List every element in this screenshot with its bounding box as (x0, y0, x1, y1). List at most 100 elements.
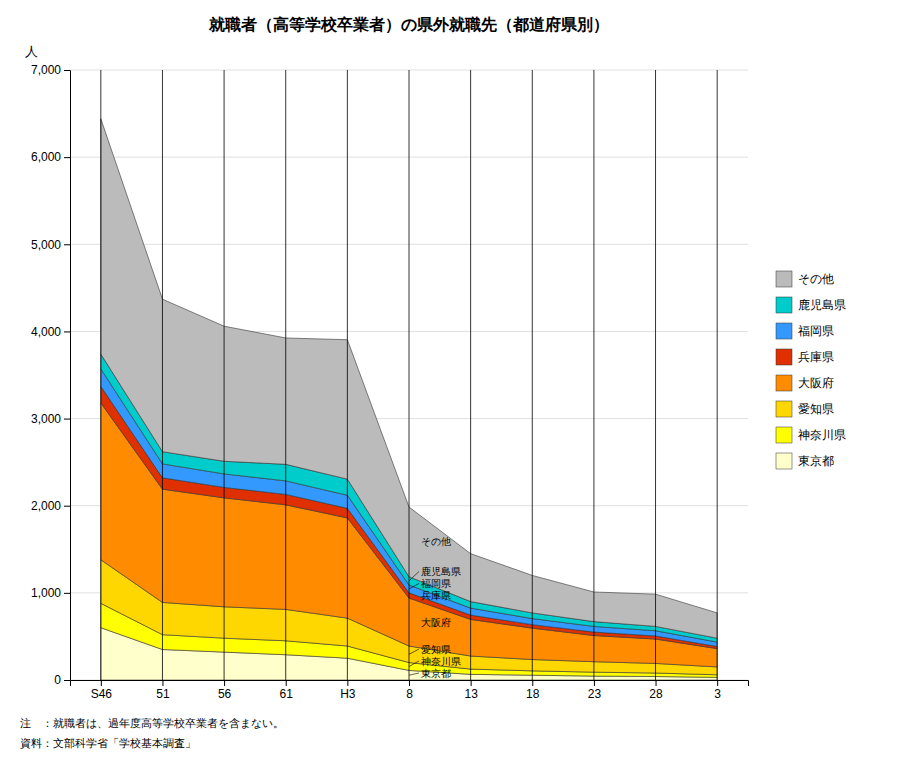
note: 注 ：就職者は、過年度高等学校卒業者を含まない。 (20, 717, 284, 730)
legend-swatch (776, 323, 792, 339)
legend-swatch (776, 297, 792, 313)
x-tick: 51 (156, 680, 170, 701)
category-rule (655, 70, 656, 680)
y-tick: 2,000 (31, 499, 70, 513)
y-tick: 0 (54, 673, 70, 687)
x-tick-mark (409, 680, 410, 686)
y-tick-label: 2,000 (31, 499, 61, 513)
annotation: 福岡県 (421, 578, 451, 589)
annotations: 東京都神奈川県愛知県 大阪府 兵庫県福岡県鹿児島県 その他 (409, 536, 461, 678)
legend-item: 神奈川県 (776, 427, 846, 443)
x-tick-mark (717, 680, 718, 686)
legend-label: その他 (798, 272, 834, 286)
y-tick: 4,000 (31, 325, 70, 339)
x-tick-mark (656, 680, 657, 686)
y-tick: 1,000 (31, 586, 70, 600)
x-tick-mark (224, 680, 225, 686)
legend-label: 鹿児島県 (798, 298, 846, 312)
x-tick-label: 23 (588, 687, 602, 701)
y-tick-mark (64, 331, 70, 332)
y-tick-mark (64, 244, 70, 245)
category-rule (717, 70, 718, 680)
legend-label: 兵庫県 (798, 350, 834, 364)
x-axis: S46 51 56 61 H3 8 13 18 23 28 3 (71, 680, 749, 701)
y-tick-label: 0 (54, 673, 61, 687)
legend-label: 福岡県 (798, 324, 834, 338)
x-tick-label: 28 (649, 687, 663, 701)
plot: S46 51 56 61 H3 8 13 18 23 28 3 0 1,000 2,000 3,000 4,0… (25, 44, 846, 701)
x-tick-label: 3 (714, 687, 721, 701)
x-tick: H3 (340, 680, 356, 701)
note: 資料：文部科学省「学校基本調査」 (20, 737, 196, 750)
x-tick: 8 (406, 680, 413, 701)
x-tick: 61 (280, 680, 294, 701)
legend-swatch (776, 271, 792, 287)
y-axis: 0 1,000 2,000 3,000 4,000 5,000 6,000 7,000 (31, 63, 71, 687)
y-tick-mark (64, 506, 70, 507)
x-tick-mark (101, 680, 102, 686)
legend: その他鹿児島県福岡県兵庫県大阪府愛知県神奈川県東京都 (776, 271, 846, 469)
x-tick-label: 8 (406, 687, 413, 701)
legend-item: 大阪府 (776, 375, 834, 391)
x-tick-label: 56 (218, 687, 232, 701)
x-tick-label: 51 (156, 687, 170, 701)
x-tick: 28 (649, 680, 663, 701)
category-rule (100, 70, 101, 680)
y-tick: 6,000 (31, 150, 70, 164)
x-tick: S46 (91, 680, 113, 701)
category-rule (224, 70, 225, 680)
annotation: 鹿児島県 (421, 566, 461, 577)
x-tick-mark (532, 680, 533, 686)
annotation-leader (409, 661, 419, 666)
annotation-leader (409, 571, 419, 580)
x-tick: 18 (526, 680, 540, 701)
legend-swatch (776, 427, 792, 443)
x-tick-mark (162, 680, 163, 686)
y-tick-mark (64, 419, 70, 420)
x-tick-label: H3 (340, 687, 356, 701)
x-tick: 56 (218, 680, 232, 701)
annotation-leader (409, 583, 419, 588)
legend-swatch (776, 453, 792, 469)
x-tick-mark (594, 680, 595, 686)
x-tick: 3 (714, 680, 721, 701)
legend-item: 兵庫県 (776, 349, 834, 365)
marks (101, 70, 717, 680)
legend-item: 鹿児島県 (776, 297, 846, 313)
legend-swatch (776, 349, 792, 365)
annotation: 神奈川県 (421, 656, 461, 667)
x-tick: 23 (588, 680, 602, 701)
annotation: 愛知県 (421, 644, 451, 655)
legend-label: 愛知県 (798, 402, 834, 416)
annotation: 兵庫県 (421, 590, 451, 601)
legend-label: 東京都 (798, 454, 834, 468)
y-tick-label: 7,000 (31, 63, 61, 77)
legend-item: 福岡県 (776, 323, 834, 339)
x-tick: 13 (464, 680, 478, 701)
title: 就職者（高等学校卒業者）の県外就職先（都道府県別） (208, 15, 609, 34)
y-tick-mark (64, 593, 70, 594)
annotation: 東京都 (421, 668, 451, 679)
y-tick-label: 3,000 (31, 412, 61, 426)
y-tick-label: 1,000 (31, 586, 61, 600)
y-tick-mark (64, 70, 70, 71)
category-rule (593, 70, 594, 680)
y-tick-mark (64, 680, 70, 681)
y-tick-label: 6,000 (31, 150, 61, 164)
y-tick-mark (64, 157, 70, 158)
annotation: その他 (421, 536, 451, 547)
annotation-leader (409, 673, 419, 675)
legend-label: 大阪府 (798, 376, 834, 390)
x-tick-label: 18 (526, 687, 540, 701)
legend-swatch (776, 401, 792, 417)
annotation: 大阪府 (421, 617, 451, 628)
x-tick-label: 61 (280, 687, 294, 701)
grid (70, 70, 748, 680)
category-rule (532, 70, 533, 680)
category-rule (285, 70, 286, 680)
legend-item: その他 (776, 271, 834, 287)
x-tick-mark (347, 680, 348, 686)
legend-item: 愛知県 (776, 401, 834, 417)
category-rule (470, 70, 471, 680)
y-tick-label: 5,000 (31, 238, 61, 252)
